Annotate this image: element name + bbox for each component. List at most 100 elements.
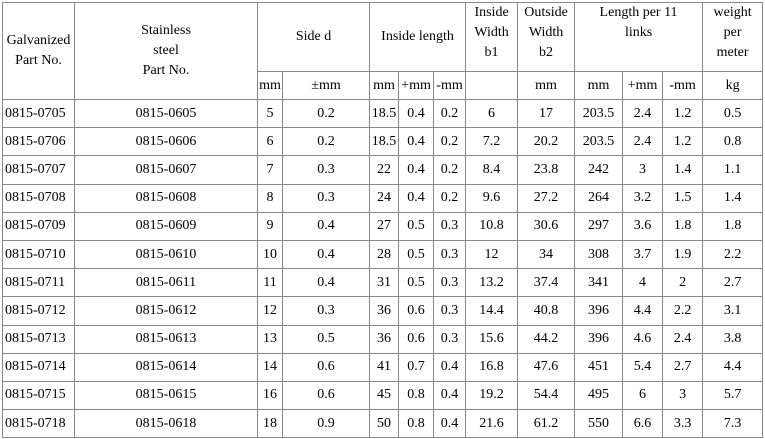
table-cell: 0815-0618 bbox=[74, 409, 258, 439]
table-cell: 0.7 bbox=[398, 352, 435, 382]
table-cell: 2.4 bbox=[622, 127, 664, 157]
table-cell: 396 bbox=[574, 324, 624, 354]
header-cell: Outside Width b2 bbox=[517, 2, 576, 72]
table-cell: 4.6 bbox=[622, 324, 664, 354]
table-cell: 9.6 bbox=[465, 183, 519, 213]
table-cell: 24 bbox=[369, 183, 400, 213]
table-row: 0815-0711 0815-0611 11 0.4 31 0.5 0.3 13.2 37.4 3… bbox=[2, 268, 764, 298]
table-cell: 0815-0711 bbox=[2, 268, 75, 298]
table-cell: 3.2 bbox=[622, 183, 664, 213]
table-cell: 0.8 bbox=[398, 409, 435, 439]
table-cell: 0815-0708 bbox=[2, 183, 75, 213]
table-cell: 37.4 bbox=[517, 268, 576, 298]
table-cell: 0.4 bbox=[398, 98, 435, 129]
table-cell: 8 bbox=[257, 183, 283, 213]
table-cell: 61.2 bbox=[517, 409, 576, 439]
table-cell: 23.8 bbox=[517, 155, 576, 185]
table-cell: 0815-0610 bbox=[74, 239, 258, 270]
table-cell: 3.8 bbox=[702, 324, 764, 354]
table-cell: 28 bbox=[369, 239, 400, 270]
table-cell: 1.2 bbox=[662, 127, 704, 157]
table-cell: 0815-0605 bbox=[74, 98, 258, 129]
table-cell: 0.4 bbox=[433, 352, 467, 382]
table-cell: 0815-0706 bbox=[2, 127, 75, 157]
table-cell: 0.2 bbox=[433, 98, 467, 129]
table-cell: 0.4 bbox=[433, 409, 467, 439]
table-cell: 0.3 bbox=[433, 268, 467, 298]
table-cell: 0815-0714 bbox=[2, 352, 75, 382]
table-cell: 5.4 bbox=[622, 352, 664, 382]
table-cell: 0.4 bbox=[433, 380, 467, 411]
table-cell: 7.3 bbox=[702, 409, 764, 439]
table-cell: 0815-0615 bbox=[74, 380, 258, 411]
table-cell: 3 bbox=[662, 380, 704, 411]
table-cell: 21.6 bbox=[465, 409, 519, 439]
table-cell: 0.2 bbox=[433, 155, 467, 185]
table-cell: 18.5 bbox=[369, 98, 400, 129]
table-cell: 2.2 bbox=[662, 296, 704, 326]
unit-cell: ±mm bbox=[281, 71, 371, 100]
table-cell: 0.3 bbox=[281, 296, 371, 326]
table-cell: 0.2 bbox=[433, 183, 467, 213]
table-cell: 1.1 bbox=[702, 155, 764, 185]
table-cell: 0.3 bbox=[281, 155, 371, 185]
table-cell: 0815-0718 bbox=[2, 409, 75, 439]
table-cell: 5.7 bbox=[702, 380, 764, 411]
table-cell: 8.4 bbox=[465, 155, 519, 185]
table-cell: 5 bbox=[257, 98, 283, 129]
table-cell: 17 bbox=[517, 98, 576, 129]
table-cell: 0.6 bbox=[398, 296, 435, 326]
table-cell: 12 bbox=[465, 239, 519, 270]
table-cell: 0815-0612 bbox=[74, 296, 258, 326]
unit-cell: -mm bbox=[662, 71, 704, 100]
table-cell: 2.4 bbox=[622, 98, 664, 129]
table-cell: 0.4 bbox=[281, 239, 371, 270]
unit-cell: mm bbox=[257, 71, 283, 100]
table-cell: 16 bbox=[257, 380, 283, 411]
table-cell: 0815-0713 bbox=[2, 324, 75, 354]
table-cell: 0.2 bbox=[281, 98, 371, 129]
table-cell: 0.2 bbox=[281, 127, 371, 157]
table-cell: 0815-0712 bbox=[2, 296, 75, 326]
table-cell: 6 bbox=[622, 380, 664, 411]
table-cell: 0.5 bbox=[398, 211, 435, 241]
table-cell: 0815-0709 bbox=[2, 211, 75, 241]
table-cell: 0.8 bbox=[398, 380, 435, 411]
table-row: 0815-0712 0815-0612 12 0.3 36 0.6 0.3 14.4 40.8 3… bbox=[2, 296, 764, 326]
table-cell: 0.3 bbox=[281, 183, 371, 213]
table-row: 0815-0710 0815-0610 10 0.4 28 0.5 0.3 12 34 308 3.… bbox=[2, 239, 764, 270]
table-cell: 4 bbox=[622, 268, 664, 298]
table-cell: 341 bbox=[574, 268, 624, 298]
table-row: 0815-0715 0815-0615 16 0.6 45 0.8 0.4 19.2 54.4 4… bbox=[2, 380, 764, 411]
table-cell: 41 bbox=[369, 352, 400, 382]
unit-cell: mm bbox=[574, 71, 624, 100]
table-cell: 242 bbox=[574, 155, 624, 185]
table-cell: 45 bbox=[369, 380, 400, 411]
unit-cell: mm bbox=[369, 71, 400, 100]
table-cell: 7.2 bbox=[465, 127, 519, 157]
table-cell: 27.2 bbox=[517, 183, 576, 213]
table-cell: 0815-0609 bbox=[74, 211, 258, 241]
table-cell: 34 bbox=[517, 239, 576, 270]
header-cell: Inside Width b1 bbox=[465, 2, 519, 72]
table-row: 0815-0705 0815-0605 5 0.2 18.5 0.4 0.2 6 17 203.5… bbox=[2, 98, 764, 129]
table-cell: 16.8 bbox=[465, 352, 519, 382]
table-row: 0815-0708 0815-0608 8 0.3 24 0.4 0.2 9.6 27.2 264… bbox=[2, 183, 764, 213]
table-cell: 9 bbox=[257, 211, 283, 241]
table-cell: 0.4 bbox=[398, 183, 435, 213]
table-cell: 0.8 bbox=[702, 127, 764, 157]
table-cell: 15.6 bbox=[465, 324, 519, 354]
table-cell: 50 bbox=[369, 409, 400, 439]
table-cell: 3.1 bbox=[702, 296, 764, 326]
header-cell: Inside length bbox=[369, 2, 467, 72]
table-cell: 3.3 bbox=[662, 409, 704, 439]
table-cell: 308 bbox=[574, 239, 624, 270]
table-cell: 0815-0606 bbox=[74, 127, 258, 157]
table-cell: 2.7 bbox=[662, 352, 704, 382]
table-cell: 264 bbox=[574, 183, 624, 213]
table-cell: 3.7 bbox=[622, 239, 664, 270]
table-cell: 0.5 bbox=[398, 268, 435, 298]
table-cell: 20.2 bbox=[517, 127, 576, 157]
table-cell: 44.2 bbox=[517, 324, 576, 354]
unit-cell: -mm bbox=[433, 71, 467, 100]
